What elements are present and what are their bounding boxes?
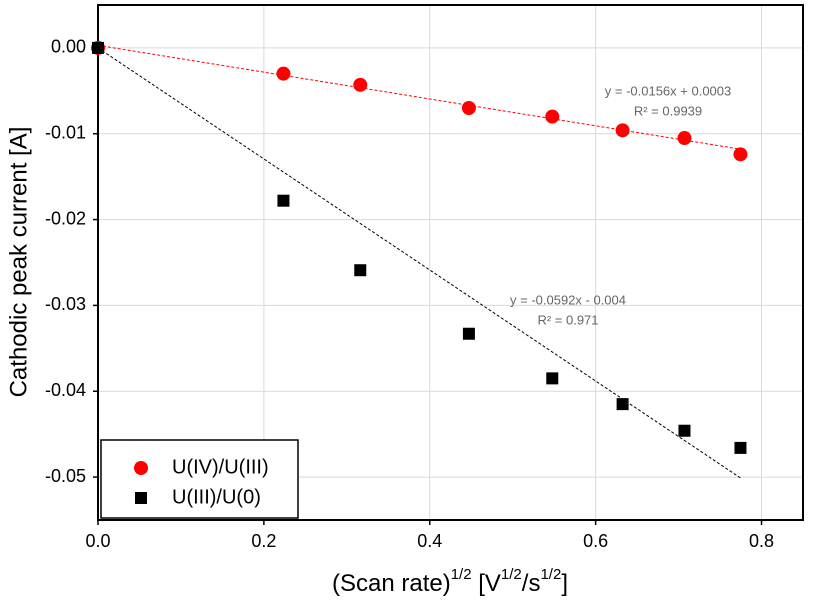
point: [545, 109, 560, 124]
y-axis-label: Cathodic peak current [A]: [5, 127, 32, 398]
point: [734, 441, 747, 454]
annotation: R² = 0.971: [537, 312, 598, 327]
y-tick-label: -0.04: [45, 380, 86, 400]
annotation: y = -0.0592x - 0.004: [510, 292, 626, 307]
legend-marker: [135, 492, 147, 504]
legend-label: U(IV)/U(III): [172, 456, 269, 478]
x-axis-label-part: ]: [561, 570, 568, 597]
annotation: y = -0.0156x + 0.0003: [605, 83, 731, 98]
point: [615, 123, 630, 138]
trendline: [97, 44, 741, 150]
legend-label: U(III)/U(0): [172, 486, 261, 508]
x-tick-label: 0.6: [583, 531, 608, 551]
y-tick-label: -0.03: [45, 294, 86, 314]
x-tick-label: 0.8: [749, 531, 774, 551]
x-tick-label: 0.2: [251, 531, 276, 551]
point: [462, 327, 475, 340]
x-tick-label: 0.0: [85, 531, 110, 551]
x-axis-label-part: 1/2: [540, 566, 561, 583]
x-axis-label-part: 1/2: [451, 566, 472, 583]
y-tick-label: -0.05: [45, 466, 86, 486]
annotation: R² = 0.9939: [634, 103, 702, 118]
point: [461, 101, 476, 115]
x-axis-label-part: 1/2: [501, 566, 522, 583]
y-tick-label: 0.00: [51, 37, 86, 57]
point: [678, 424, 691, 437]
legend-marker: [134, 461, 148, 475]
x-axis-label-part: (Scan rate): [332, 570, 451, 597]
x-axis-label-part: /s: [522, 570, 541, 597]
x-tick-label: 0.4: [417, 531, 442, 551]
x-axis-label-part: [V: [472, 570, 501, 597]
legend-box: [100, 439, 299, 519]
trendline: [97, 47, 741, 479]
point: [616, 398, 629, 411]
point: [277, 194, 290, 207]
plot-border: [97, 4, 804, 521]
point: [733, 147, 748, 162]
y-tick-label: -0.01: [45, 123, 86, 143]
point: [353, 77, 368, 92]
point: [276, 66, 291, 81]
y-tick-label: -0.02: [45, 208, 86, 228]
x-axis-label: (Scan rate)1/2 [V1/2/s1/2]: [332, 566, 568, 597]
point: [546, 372, 559, 385]
point: [677, 131, 692, 146]
point: [354, 264, 367, 277]
point: [92, 41, 104, 54]
